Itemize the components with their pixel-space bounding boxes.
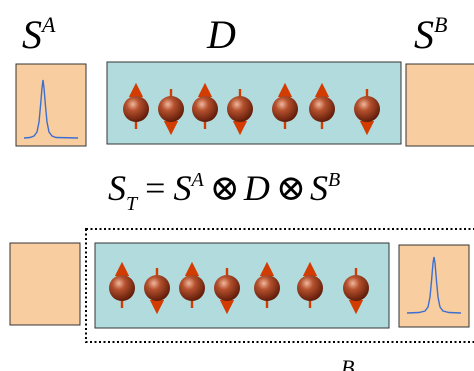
bottom-superscript: B	[341, 355, 354, 371]
spin-ball	[144, 275, 170, 301]
spin-ball	[354, 96, 380, 122]
spin-up	[297, 261, 323, 308]
spin-up	[192, 82, 218, 129]
chain-d-top	[106, 61, 402, 145]
peak-curve-right	[406, 256, 462, 314]
spin-ball	[227, 96, 253, 122]
reservoir-a-bottom	[9, 242, 81, 326]
spin-down	[343, 268, 369, 315]
spin-ball	[158, 96, 184, 122]
reservoir-a-top	[15, 63, 87, 147]
spin-ball	[123, 96, 149, 122]
spin-ball	[254, 275, 280, 301]
spin-down	[144, 268, 170, 315]
spin-ball	[272, 96, 298, 122]
spin-up	[309, 82, 335, 129]
spin-ball	[309, 96, 335, 122]
spin-down	[227, 89, 253, 136]
spin-up	[179, 261, 205, 308]
label-sa: SA	[22, 12, 56, 57]
spin-down	[158, 89, 184, 136]
spin-ball	[343, 275, 369, 301]
bottom-spin-chain	[109, 261, 369, 315]
peak-curve-left	[23, 79, 79, 139]
spin-ball	[192, 96, 218, 122]
chain-d-bottom	[94, 242, 390, 329]
spin-up	[272, 82, 298, 129]
equation: ST = SA ⊗ D ⊗ SB	[108, 168, 340, 215]
spin-up	[254, 261, 280, 308]
spin-ball	[214, 275, 240, 301]
spin-up	[109, 261, 135, 308]
label-d: D	[206, 12, 236, 57]
top-spin-chain	[123, 82, 380, 136]
spin-up	[123, 82, 149, 129]
spin-ball	[179, 275, 205, 301]
reservoir-b-top	[405, 63, 474, 147]
spin-ball	[109, 275, 135, 301]
label-sb: SB	[414, 12, 447, 57]
spin-ball	[297, 275, 323, 301]
spin-down	[354, 89, 380, 136]
spin-down	[214, 268, 240, 315]
